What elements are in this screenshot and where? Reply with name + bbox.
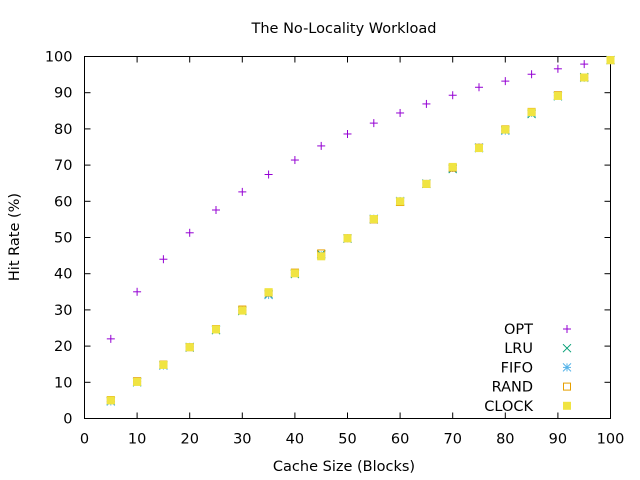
legend-label: CLOCK bbox=[484, 399, 533, 415]
point-clock bbox=[396, 197, 405, 206]
legend-marker-clock bbox=[563, 401, 571, 410]
point-clock bbox=[238, 306, 247, 315]
point-opt bbox=[159, 255, 168, 264]
x-tick-label: 0 bbox=[80, 432, 89, 448]
point-opt bbox=[580, 60, 589, 69]
point-opt bbox=[422, 99, 431, 108]
legend: OPT LRU FIFO RAND CLOCK bbox=[484, 322, 572, 415]
point-opt bbox=[501, 77, 510, 86]
point-clock bbox=[290, 269, 299, 278]
point-opt bbox=[343, 129, 352, 138]
point-opt bbox=[527, 70, 536, 79]
point-opt bbox=[133, 287, 142, 296]
point-clock bbox=[606, 56, 615, 65]
point-opt bbox=[317, 141, 326, 150]
point-opt bbox=[369, 119, 378, 128]
x-tick-label: 60 bbox=[391, 432, 409, 448]
y-tick-label: 40 bbox=[54, 267, 72, 283]
x-tick-label: 100 bbox=[597, 432, 625, 448]
legend-label: RAND bbox=[492, 380, 533, 396]
x-tick-label: 80 bbox=[496, 432, 514, 448]
legend-label: LRU bbox=[504, 341, 533, 357]
point-opt bbox=[212, 205, 220, 214]
point-opt bbox=[475, 83, 483, 92]
point-clock bbox=[475, 144, 483, 153]
point-clock bbox=[185, 343, 194, 352]
legend-item-rand: RAND bbox=[492, 380, 571, 396]
point-clock bbox=[343, 234, 352, 243]
legend-marker-opt bbox=[563, 325, 571, 333]
x-tick-label: 90 bbox=[549, 432, 567, 448]
point-clock bbox=[369, 215, 378, 224]
point-opt bbox=[396, 108, 405, 117]
x-tick-label: 10 bbox=[128, 432, 146, 448]
point-opt bbox=[185, 228, 194, 237]
y-tick-label: 0 bbox=[63, 412, 72, 428]
legend-item-fifo: FIFO bbox=[501, 360, 572, 376]
y-axis-label: Hit Rate (%) bbox=[7, 193, 23, 281]
x-tick-label: 30 bbox=[233, 432, 251, 448]
point-clock bbox=[159, 360, 168, 369]
point-opt bbox=[448, 91, 457, 100]
axis-ticks: 0 10 20 30 40 50 60 70 80 90 100 0 10 20 30 40 50 60 70 80 9… bbox=[45, 50, 625, 448]
y-tick-label: 20 bbox=[54, 339, 72, 355]
x-axis-label: Cache Size (Blocks) bbox=[273, 459, 415, 475]
point-clock bbox=[133, 377, 142, 386]
y-tick-label: 100 bbox=[45, 50, 73, 66]
point-clock bbox=[580, 73, 589, 82]
legend-label: FIFO bbox=[501, 360, 533, 376]
point-opt bbox=[238, 187, 247, 196]
series-clock bbox=[106, 56, 615, 405]
legend-label: OPT bbox=[504, 322, 533, 338]
point-clock bbox=[106, 396, 115, 405]
y-tick-label: 90 bbox=[54, 86, 72, 102]
point-opt bbox=[106, 334, 115, 343]
x-tick-label: 70 bbox=[443, 432, 461, 448]
point-clock bbox=[527, 108, 536, 117]
legend-item-clock: CLOCK bbox=[484, 399, 571, 415]
point-clock bbox=[212, 325, 220, 334]
y-tick-label: 60 bbox=[54, 194, 72, 210]
x-tick-label: 20 bbox=[180, 432, 198, 448]
chart-title: The No-Locality Workload bbox=[251, 21, 437, 37]
point-clock bbox=[422, 179, 431, 188]
y-tick-label: 50 bbox=[54, 231, 72, 247]
legend-item-opt: OPT bbox=[504, 322, 571, 338]
legend-item-lru: LRU bbox=[504, 341, 572, 357]
legend-marker-lru bbox=[562, 343, 572, 353]
point-opt bbox=[264, 170, 273, 179]
point-clock bbox=[317, 252, 326, 261]
y-tick-label: 80 bbox=[54, 122, 72, 138]
point-opt bbox=[290, 156, 299, 165]
x-tick-label: 40 bbox=[286, 432, 304, 448]
point-clock bbox=[448, 162, 457, 171]
point-clock bbox=[553, 91, 562, 100]
y-tick-label: 70 bbox=[54, 158, 72, 174]
point-clock bbox=[264, 288, 273, 297]
legend-marker-fifo bbox=[562, 363, 572, 372]
legend-marker-rand bbox=[563, 382, 571, 391]
y-tick-label: 10 bbox=[54, 375, 72, 391]
point-clock bbox=[501, 125, 510, 134]
data-series bbox=[106, 55, 615, 406]
x-tick-label: 50 bbox=[338, 432, 356, 448]
y-tick-label: 30 bbox=[54, 303, 72, 319]
point-opt bbox=[553, 64, 562, 73]
